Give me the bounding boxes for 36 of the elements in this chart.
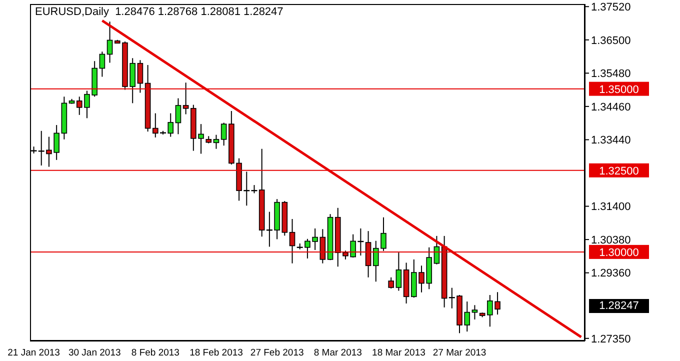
candlestick [434, 235, 440, 265]
x-tick-label: 27 Feb 2013 [250, 348, 304, 359]
y-tick-label: 1.29360 [591, 268, 631, 280]
ref-line-label: 1.35000 [599, 84, 639, 96]
ref-line-label: 1.32500 [599, 165, 639, 178]
chart-title: EURUSD,Daily 1.28476 1.28768 1.28081 1.28247 [35, 6, 284, 18]
candlestick [99, 51, 106, 78]
candlestick [106, 21, 113, 64]
candlestick [137, 60, 144, 94]
y-tick-label: 1.33440 [591, 134, 631, 147]
y-tick-label: 1.31400 [591, 201, 631, 214]
y-tick-label: 1.35480 [591, 68, 631, 80]
candlestick [213, 134, 220, 150]
x-tick-label: 8 Mar 2013 [314, 348, 362, 359]
x-tick-label: 18 Mar 2013 [372, 348, 426, 359]
candlestick [289, 218, 296, 264]
x-tick-label: 8 Feb 2013 [131, 348, 180, 359]
y-tick-label: 1.34460 [591, 101, 631, 114]
candlestick [472, 304, 478, 320]
text: 1.28247 [589, 299, 649, 313]
candlestick [365, 230, 372, 278]
candlestick [396, 252, 402, 292]
y-tick-label: 1.36500 [591, 34, 631, 47]
y-tick-label: 1.30380 [591, 234, 631, 246]
x-tick-label: 21 Jan 2013 [8, 348, 60, 359]
x-tick-label: 27 Mar 2013 [432, 348, 486, 359]
x-tick-label: 18 Feb 2013 [190, 348, 243, 359]
y-tick-label: 1.27350 [591, 333, 631, 346]
candlestick [175, 98, 182, 135]
x-tick-label: 30 Jan 2013 [68, 348, 121, 359]
candlestick [320, 228, 326, 264]
candlestick [182, 82, 189, 115]
y-tick-label: 1.37520 [591, 2, 631, 14]
candlestick [220, 122, 227, 146]
candlestick [388, 276, 394, 289]
ref-line-label: 1.30000 [599, 246, 639, 259]
